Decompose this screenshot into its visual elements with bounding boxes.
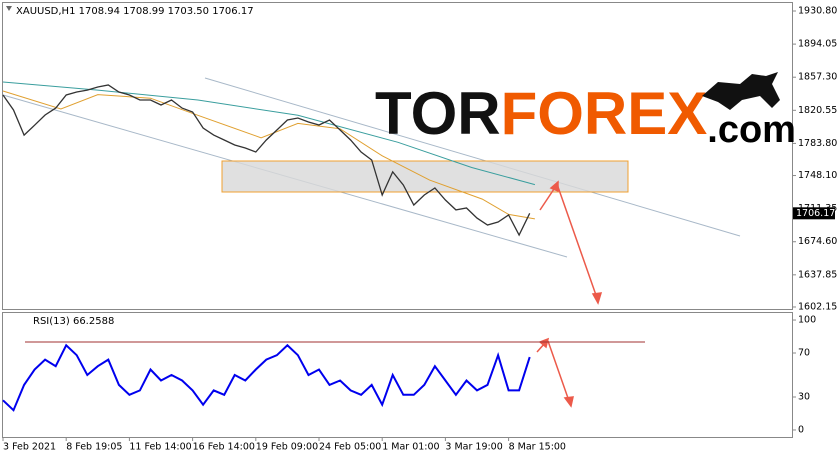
y-tick-label: 1820.55 — [798, 105, 837, 116]
line-series — [2, 343, 531, 412]
y-tick-label: 70 — [798, 348, 810, 359]
forecast-arrows — [536, 180, 603, 408]
x-tick-label: 1 Mar 01:00 — [382, 442, 439, 453]
line-series — [2, 84, 531, 237]
y-tick-label: 1894.05 — [798, 39, 837, 50]
logo-part: .com — [707, 109, 796, 151]
y-tick-label: 1602.15 — [798, 301, 837, 312]
logo: TORFOREX.com — [375, 72, 796, 151]
chart-title: XAUUSD,H1 1708.94 1708.99 1703.50 1706.1… — [16, 6, 254, 17]
x-tick-label: 11 Feb 14:00 — [129, 442, 191, 453]
symbol-icon — [6, 6, 12, 11]
resistance-zone — [221, 160, 629, 193]
y-tick-label: 1783.80 — [798, 138, 837, 149]
x-tick-label: 16 Feb 14:00 — [193, 442, 255, 453]
y-tick-label: 1857.30 — [798, 72, 837, 83]
x-tick-label: 19 Feb 09:00 — [256, 442, 318, 453]
price-tag — [793, 207, 835, 220]
channel-upper — [204, 77, 741, 237]
y-tick-label: 1930.80 — [798, 6, 837, 17]
x-tick-label: 8 Feb 19:05 — [66, 442, 122, 453]
y-tick-label: 1748.10 — [798, 170, 837, 181]
line-series — [2, 81, 536, 186]
rsi-title: RSI(13) 66.2588 — [33, 316, 114, 327]
y-tick-label: 1637.85 — [798, 269, 837, 280]
logo-part: FOREX — [501, 80, 708, 147]
logo-text: TORFOREX.com — [375, 80, 796, 151]
logo-bull — [702, 72, 780, 110]
x-tick-label: 24 Feb 05:00 — [319, 442, 381, 453]
rsi-panel — [2, 312, 793, 438]
x-tick-label: 3 Feb 2021 — [3, 442, 56, 453]
y-tick-label: 100 — [798, 315, 816, 326]
y-tick-label: 0 — [798, 424, 804, 435]
line-series — [2, 90, 535, 220]
price-tag-label: 1706.17 — [796, 208, 835, 219]
price-panel — [2, 2, 793, 310]
logo-part: TOR — [375, 80, 501, 147]
y-tick-label: 30 — [798, 391, 810, 402]
x-tick-label: 8 Mar 15:00 — [509, 442, 566, 453]
x-tick-label: 3 Mar 19:00 — [445, 442, 502, 453]
y-tick-label: 1674.60 — [798, 236, 837, 247]
